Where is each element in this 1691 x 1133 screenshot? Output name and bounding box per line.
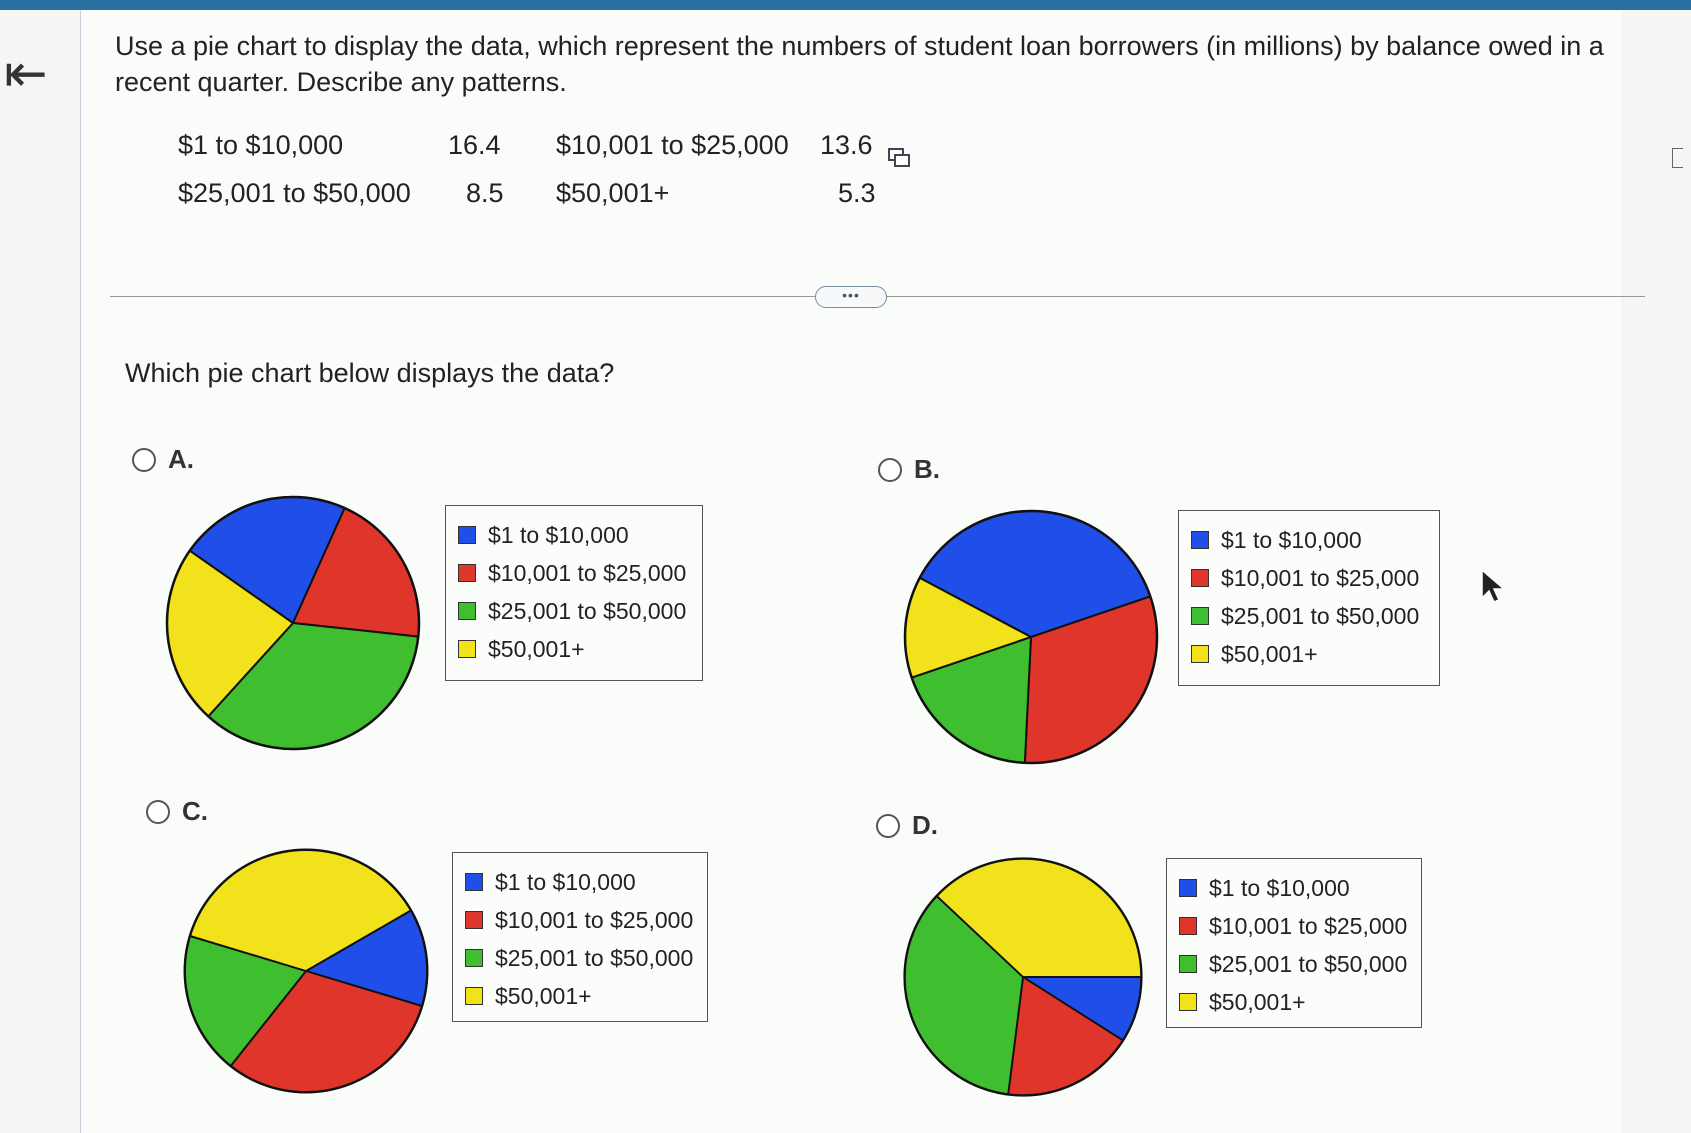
legend-item: $50,001+ bbox=[1191, 635, 1427, 673]
legend-item: $25,001 to $50,000 bbox=[458, 592, 690, 630]
legend-label: $10,001 to $25,000 bbox=[1221, 564, 1420, 591]
legend-c: $1 to $10,000 $10,001 to $25,000 $25,001… bbox=[452, 852, 708, 1022]
pie-chart-c bbox=[183, 848, 429, 1094]
legend-item: $1 to $10,000 bbox=[1179, 869, 1409, 907]
legend-item: $1 to $10,000 bbox=[465, 863, 695, 901]
legend-item: $1 to $10,000 bbox=[1191, 521, 1427, 559]
table-label-3: $25,001 to $50,000 bbox=[178, 178, 411, 208]
pie-chart-a bbox=[165, 495, 421, 751]
legend-label: $10,001 to $25,000 bbox=[495, 906, 694, 933]
option-b[interactable]: B. bbox=[878, 454, 940, 485]
swatch-yellow bbox=[1191, 645, 1209, 663]
option-a[interactable]: A. bbox=[132, 444, 194, 475]
legend-item: $25,001 to $50,000 bbox=[465, 939, 695, 977]
back-arrow-icon[interactable]: ⇤ bbox=[4, 45, 48, 103]
legend-a: $1 to $10,000 $10,001 to $25,000 $25,001… bbox=[445, 505, 703, 681]
option-c-label: C. bbox=[182, 796, 208, 826]
swatch-yellow bbox=[458, 640, 476, 658]
legend-label: $10,001 to $25,000 bbox=[1209, 912, 1408, 939]
swatch-blue bbox=[458, 526, 476, 544]
swatch-blue bbox=[1179, 879, 1197, 897]
legend-label: $25,001 to $50,000 bbox=[1221, 602, 1420, 629]
swatch-red bbox=[458, 564, 476, 582]
table-value-3: 8.5 bbox=[466, 178, 504, 208]
pie-chart-b bbox=[903, 509, 1159, 765]
legend-item: $50,001+ bbox=[1179, 983, 1409, 1021]
legend-label: $1 to $10,000 bbox=[1209, 874, 1350, 901]
swatch-green bbox=[465, 949, 483, 967]
option-a-label: A. bbox=[168, 444, 194, 474]
swatch-blue bbox=[465, 873, 483, 891]
more-button[interactable]: ••• bbox=[815, 286, 887, 308]
legend-label: $25,001 to $50,000 bbox=[488, 597, 687, 624]
swatch-yellow bbox=[1179, 993, 1197, 1011]
legend-label: $25,001 to $50,000 bbox=[1209, 950, 1408, 977]
legend-item: $50,001+ bbox=[458, 630, 690, 668]
pie-outline bbox=[903, 857, 1143, 1097]
table-value-2: 13.6 bbox=[820, 130, 873, 160]
swatch-red bbox=[465, 911, 483, 929]
table-label-1: $1 to $10,000 bbox=[178, 130, 344, 160]
legend-label: $50,001+ bbox=[488, 635, 585, 662]
legend-label: $50,001+ bbox=[1209, 988, 1306, 1015]
table-value-4: 5.3 bbox=[838, 178, 876, 208]
legend-label: $50,001+ bbox=[1221, 640, 1318, 667]
swatch-red bbox=[1191, 569, 1209, 587]
legend-item: $10,001 to $25,000 bbox=[458, 554, 690, 592]
legend-label: $50,001+ bbox=[495, 982, 592, 1009]
swatch-green bbox=[1191, 607, 1209, 625]
legend-label: $1 to $10,000 bbox=[495, 868, 636, 895]
copy-icon[interactable] bbox=[888, 148, 910, 168]
question-text: Use a pie chart to display the data, whi… bbox=[115, 31, 1604, 97]
prompt-text: Which pie chart below displays the data? bbox=[125, 358, 615, 388]
legend-d: $1 to $10,000 $10,001 to $25,000 $25,001… bbox=[1166, 858, 1422, 1028]
swatch-yellow bbox=[465, 987, 483, 1005]
legend-item: $10,001 to $25,000 bbox=[1179, 907, 1409, 945]
option-b-label: B. bbox=[914, 454, 940, 484]
radio-b[interactable] bbox=[878, 457, 902, 482]
mouse-pointer-icon bbox=[1481, 568, 1506, 603]
legend-item: $50,001+ bbox=[465, 977, 695, 1015]
legend-label: $1 to $10,000 bbox=[488, 521, 629, 548]
radio-a[interactable] bbox=[132, 447, 156, 472]
option-d[interactable]: D. bbox=[876, 810, 938, 841]
swatch-green bbox=[458, 602, 476, 620]
edge-bracket bbox=[1672, 148, 1683, 168]
table-label-4: $50,001+ bbox=[556, 178, 670, 208]
swatch-green bbox=[1179, 955, 1197, 973]
legend-item: $10,001 to $25,000 bbox=[465, 901, 695, 939]
legend-item: $1 to $10,000 bbox=[458, 516, 690, 554]
pie-outline bbox=[183, 848, 429, 1094]
radio-d[interactable] bbox=[876, 813, 900, 838]
swatch-red bbox=[1179, 917, 1197, 935]
pie-chart-d bbox=[903, 857, 1143, 1097]
legend-item: $25,001 to $50,000 bbox=[1191, 597, 1427, 635]
pie-outline bbox=[165, 495, 421, 751]
table-value-1: 16.4 bbox=[448, 130, 501, 160]
legend-label: $25,001 to $50,000 bbox=[495, 944, 694, 971]
option-d-label: D. bbox=[912, 810, 938, 840]
legend-item: $25,001 to $50,000 bbox=[1179, 945, 1409, 983]
radio-c[interactable] bbox=[146, 799, 170, 824]
swatch-blue bbox=[1191, 531, 1209, 549]
legend-b: $1 to $10,000 $10,001 to $25,000 $25,001… bbox=[1178, 510, 1440, 686]
legend-item: $10,001 to $25,000 bbox=[1191, 559, 1427, 597]
legend-label: $1 to $10,000 bbox=[1221, 526, 1362, 553]
legend-label: $10,001 to $25,000 bbox=[488, 559, 687, 586]
table-label-2: $10,001 to $25,000 bbox=[556, 130, 789, 160]
option-c[interactable]: C. bbox=[146, 796, 208, 827]
pie-outline bbox=[903, 509, 1159, 765]
top-bar bbox=[0, 0, 1691, 10]
